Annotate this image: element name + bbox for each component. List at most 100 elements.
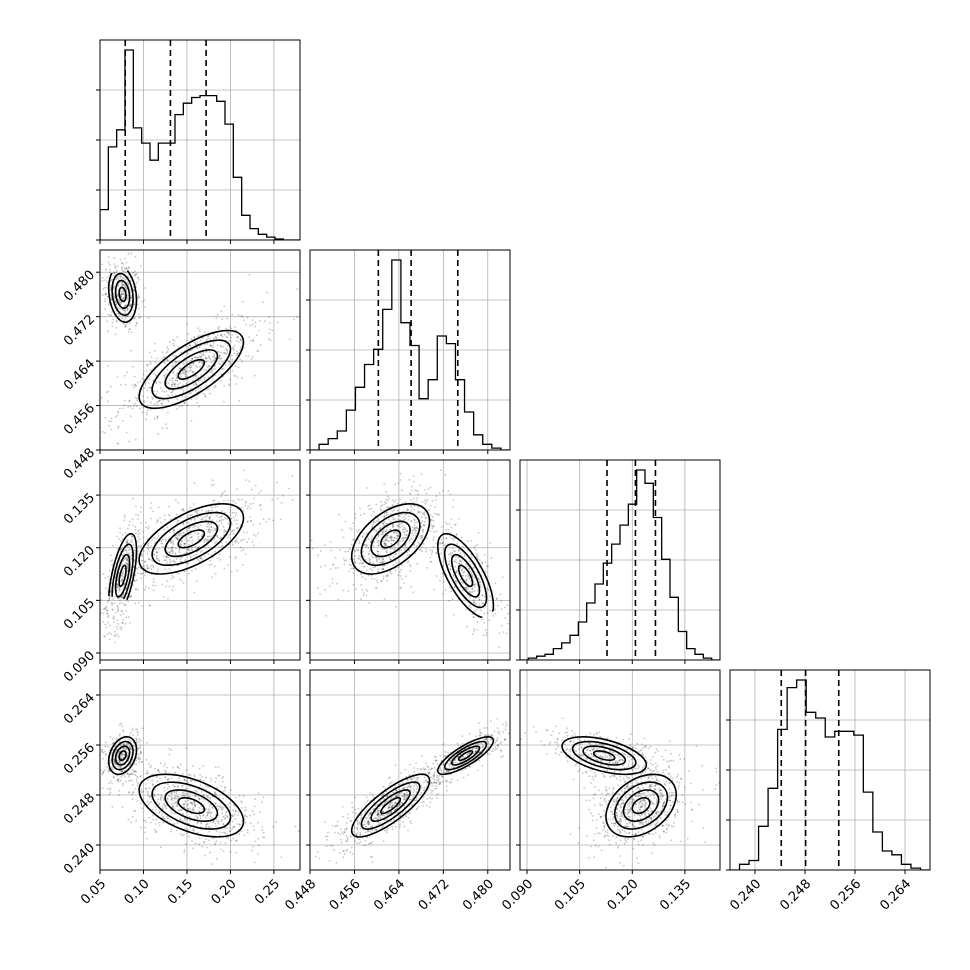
frame-3-0 <box>99 669 301 871</box>
contour-3-2-1-3 <box>631 796 651 815</box>
histogram-1 <box>310 259 510 450</box>
frame-3-1 <box>309 669 511 871</box>
y-tick-label-1-4: 0.480 <box>61 268 98 305</box>
x-tick-label-2-3: 0.135 <box>657 877 694 914</box>
x-tick-label-0-2: 0.15 <box>165 877 196 908</box>
x-tick-label-2-2: 0.120 <box>605 877 642 914</box>
y-tick-label-2-1: 0.105 <box>61 596 98 633</box>
y-tick-label-3-3: 0.264 <box>61 690 98 727</box>
x-tick-label-1-2: 0.464 <box>371 877 408 914</box>
y-tick-label-3-2: 0.256 <box>61 740 98 777</box>
contour-2-1-0-2 <box>450 553 481 598</box>
panel-1-0: 0.448 0.456 0.464 0.472 0.480 <box>61 249 301 482</box>
contour-3-2-0-0 <box>561 736 648 776</box>
x-tick-label-0-4: 0.25 <box>252 877 283 908</box>
contour-2-0-0-3 <box>118 564 127 588</box>
panel-2-1 <box>306 459 511 664</box>
y-tick-label-2-2: 0.120 <box>61 543 98 580</box>
contour-1-0-1-3 <box>177 358 206 380</box>
frame-2-1 <box>309 459 511 661</box>
y-tick-label-2-3: 0.135 <box>61 491 98 528</box>
contour-3-1-0-3 <box>457 750 474 762</box>
contour-3-1-0-0 <box>436 736 495 776</box>
frame-2-0 <box>99 459 301 661</box>
scatter-2-0 <box>100 469 294 644</box>
contour-3-1-1-2 <box>370 789 411 823</box>
contour-1-0-1-1 <box>151 339 232 400</box>
x-tick-label-3-0: 0.240 <box>727 877 764 914</box>
contour-3-1-0-2 <box>450 745 481 766</box>
contour-3-1-1-0 <box>350 773 431 838</box>
contour-1-0-0-2 <box>114 279 131 310</box>
frame-3-2 <box>519 669 721 871</box>
contour-2-0-1-1 <box>151 511 232 566</box>
contour-3-0-1-2 <box>164 789 219 823</box>
x-tick-label-3-2: 0.256 <box>827 877 864 914</box>
x-tick-label-0-3: 0.20 <box>209 877 240 908</box>
y-tick-label-1-0: 0.448 <box>61 445 98 482</box>
contour-3-1-1-3 <box>380 796 402 815</box>
contour-2-0-0-0 <box>107 532 138 616</box>
contour-3-2-1-2 <box>622 789 660 823</box>
contour-3-2-0-3 <box>592 750 616 762</box>
contour-3-0-1-3 <box>177 796 206 815</box>
histogram-3 <box>730 679 930 870</box>
x-tick-label-2-0: 0.090 <box>499 877 536 914</box>
contour-3-2-1-1 <box>614 781 669 830</box>
contour-2-1-0-1 <box>443 543 488 609</box>
contour-2-1-1-2 <box>370 520 411 558</box>
contour-3-2-0-2 <box>582 745 627 766</box>
panel-3-2: 0.090 0.105 0.120 0.135 <box>499 669 721 914</box>
x-tick-label-0-0: 0.05 <box>78 877 109 908</box>
panel-3-0: 0.05 0.10 0.15 0.20 0.25 0.240 0.248 0.256 0.264 <box>61 669 301 908</box>
x-tick-label-1-1: 0.456 <box>327 877 364 914</box>
contour-3-0-0-3 <box>118 750 127 762</box>
panel-1-1 <box>306 249 511 454</box>
y-tick-label-3-0: 0.240 <box>61 840 98 877</box>
x-tick-label-1-3: 0.472 <box>416 877 453 914</box>
contour-2-1-1-3 <box>380 529 402 549</box>
contour-1-0-0-1 <box>111 272 134 317</box>
contour-2-0-0-2 <box>114 553 131 598</box>
contour-3-0-0-0 <box>107 736 138 776</box>
contour-3-2-0-1 <box>571 740 637 771</box>
frame-2-2 <box>519 459 721 661</box>
contour-3-1-0-1 <box>444 740 488 771</box>
contour-2-0-1-3 <box>177 529 206 549</box>
histogram-0 <box>100 49 300 240</box>
y-tick-label-1-3: 0.472 <box>61 312 98 349</box>
contour-3-0-1-1 <box>151 781 232 830</box>
contour-2-1-1-1 <box>360 511 421 567</box>
panel-2-0: 0.090 0.105 0.120 0.135 <box>61 459 301 685</box>
x-tick-label-3-3: 0.264 <box>877 877 914 914</box>
contour-3-1-1-1 <box>360 781 421 830</box>
x-tick-label-3-1: 0.248 <box>777 877 814 914</box>
contour-3-2-1-0 <box>605 773 677 838</box>
contour-3-0-1-0 <box>138 773 245 838</box>
frame-3-3 <box>729 669 931 871</box>
histogram-2 <box>520 469 720 660</box>
x-tick-label-0-1: 0.10 <box>122 877 153 908</box>
panel-3-3: 0.240 0.248 0.256 0.264 <box>726 669 931 914</box>
panel-2-2 <box>516 459 721 664</box>
panel-3-1: 0.448 0.456 0.464 0.472 0.480 <box>282 669 511 914</box>
y-tick-label-1-2: 0.464 <box>61 357 98 394</box>
frame-1-1 <box>309 249 511 451</box>
scatter-2-1 <box>310 460 510 649</box>
x-tick-label-1-0: 0.448 <box>282 877 319 914</box>
x-tick-label-1-4: 0.480 <box>460 877 497 914</box>
y-tick-label-1-1: 0.456 <box>61 401 98 438</box>
contour-3-0-0-1 <box>111 740 134 771</box>
frame-0-0 <box>99 39 301 241</box>
y-tick-label-2-0: 0.090 <box>61 648 98 685</box>
contour-2-0-1-2 <box>164 520 219 558</box>
contour-1-0-1-0 <box>138 329 245 410</box>
contour-3-0-0-2 <box>114 745 131 766</box>
contour-1-0-1-2 <box>164 349 219 390</box>
contour-2-1-1-0 <box>350 502 431 575</box>
contour-2-0-1-0 <box>138 503 245 575</box>
x-tick-label-2-1: 0.105 <box>552 877 589 914</box>
scatter-3-2 <box>520 717 720 869</box>
panel-0-0 <box>96 39 301 244</box>
